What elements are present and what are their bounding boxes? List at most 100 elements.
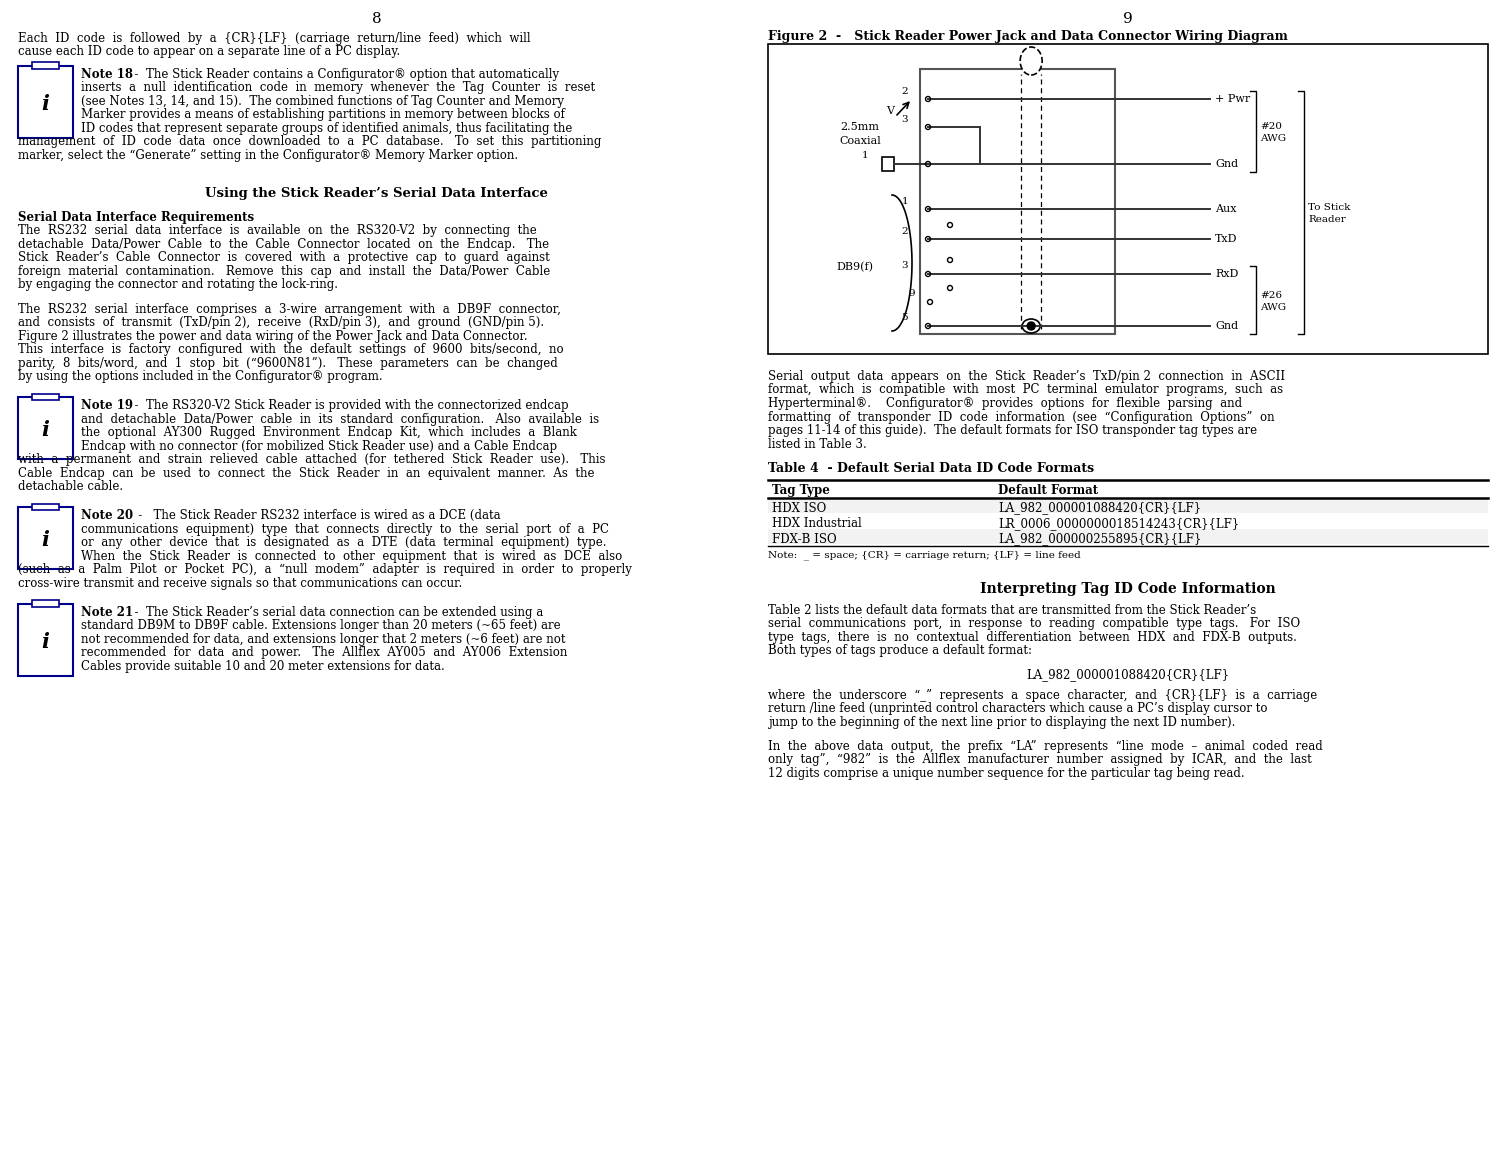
Text: RxD: RxD xyxy=(1214,270,1238,279)
Text: Marker provides a means of establishing partitions in memory between blocks of: Marker provides a means of establishing … xyxy=(81,108,564,121)
Text: Endcap with no connector (for mobilized Stick Reader use) and a Cable Endcap: Endcap with no connector (for mobilized … xyxy=(81,440,557,453)
Text: 1: 1 xyxy=(902,197,908,205)
Text: Tag Type: Tag Type xyxy=(772,484,830,497)
Bar xyxy=(883,157,895,170)
Bar xyxy=(920,69,1115,334)
Bar xyxy=(18,66,74,138)
Ellipse shape xyxy=(1022,319,1040,333)
Text: with  a  permanent  and  strain  relieved  cable  attached  (for  tethered  Stic: with a permanent and strain relieved cab… xyxy=(18,453,605,467)
Text: by engaging the connector and rotating the lock-ring.: by engaging the connector and rotating t… xyxy=(18,279,338,291)
Text: Cable  Endcap  can  be  used  to  connect  the  Stick  Reader  in  an  equivalen: Cable Endcap can be used to connect the … xyxy=(18,467,594,479)
Text: i: i xyxy=(42,420,50,440)
Text: -  The Stick Reader contains a Configurator® option that automatically: - The Stick Reader contains a Configurat… xyxy=(128,68,560,81)
Bar xyxy=(33,394,59,400)
Text: Note 21: Note 21 xyxy=(81,606,134,619)
Text: i: i xyxy=(42,631,50,652)
Text: Each  ID  code  is  followed  by  a  {CR}{LF}  (carriage  return/line  feed)  wh: Each ID code is followed by a {CR}{LF} (… xyxy=(18,32,531,45)
Text: LA_982_000001088420{CR}{LF}: LA_982_000001088420{CR}{LF} xyxy=(998,501,1201,515)
Text: 2.5mm: 2.5mm xyxy=(841,121,880,131)
Text: pages 11-14 of this guide).  The default formats for ISO transponder tag types a: pages 11-14 of this guide). The default … xyxy=(769,424,1258,437)
Text: jump to the beginning of the next line prior to displaying the next ID number).: jump to the beginning of the next line p… xyxy=(769,715,1235,728)
Text: 5: 5 xyxy=(902,313,908,323)
Text: TxD: TxD xyxy=(1214,234,1237,244)
Text: Table 2 lists the default data formats that are transmitted from the Stick Reade: Table 2 lists the default data formats t… xyxy=(769,604,1256,616)
Text: and  consists  of  transmit  (TxD/pin 2),  receive  (RxD/pin 3),  and  ground  (: and consists of transmit (TxD/pin 2), re… xyxy=(18,316,545,329)
Text: Note:  _ = space; {CR} = carriage return; {LF} = line feed: Note: _ = space; {CR} = carriage return;… xyxy=(769,551,1081,560)
Text: cause each ID code to appear on a separate line of a PC display.: cause each ID code to appear on a separa… xyxy=(18,45,401,59)
Text: (see Notes 13, 14, and 15).  The combined functions of Tag Counter and Memory: (see Notes 13, 14, and 15). The combined… xyxy=(81,94,564,108)
Text: serial  communications  port,  in  response  to  reading  compatible  type  tags: serial communications port, in response … xyxy=(769,617,1300,630)
Text: -   The Stick Reader RS232 interface is wired as a DCE (data: - The Stick Reader RS232 interface is wi… xyxy=(128,509,501,522)
Text: V: V xyxy=(886,106,895,116)
Text: AWG: AWG xyxy=(1259,134,1286,143)
Text: Both types of tags produce a default format:: Both types of tags produce a default for… xyxy=(769,644,1033,657)
Text: LA_982_000000255895{CR}{LF}: LA_982_000000255895{CR}{LF} xyxy=(998,532,1201,546)
Text: HDX ISO: HDX ISO xyxy=(772,501,826,515)
Text: 3: 3 xyxy=(902,262,908,271)
Text: Figure 2 illustrates the power and data wiring of the Power Jack and Data Connec: Figure 2 illustrates the power and data … xyxy=(18,329,528,342)
Text: Gnd: Gnd xyxy=(1214,321,1238,331)
Text: and  detachable  Data/Power  cable  in  its  standard  configuration.   Also  av: and detachable Data/Power cable in its s… xyxy=(81,412,599,425)
Text: i: i xyxy=(42,93,50,114)
Text: ID codes that represent separate groups of identified animals, thus facilitating: ID codes that represent separate groups … xyxy=(81,122,572,135)
Text: foreign  material  contamination.   Remove  this  cap  and  install  the  Data/P: foreign material contamination. Remove t… xyxy=(18,265,551,278)
Text: Gnd: Gnd xyxy=(1214,159,1238,169)
Text: Stick  Reader’s  Cable  Connector  is  covered  with  a  protective  cap  to  gu: Stick Reader’s Cable Connector is covere… xyxy=(18,251,549,264)
Text: Note 19: Note 19 xyxy=(81,399,134,412)
Text: marker, select the “Generate” setting in the Configurator® Memory Marker option.: marker, select the “Generate” setting in… xyxy=(18,149,518,161)
Text: recommended  for  data  and  power.   The  Allflex  AY005  and  AY006  Extension: recommended for data and power. The Allf… xyxy=(81,646,567,659)
Text: Note 20: Note 20 xyxy=(81,509,134,522)
Text: #20: #20 xyxy=(1259,122,1282,131)
Text: + Pwr: + Pwr xyxy=(1214,94,1250,104)
Text: FDX-B ISO: FDX-B ISO xyxy=(772,532,836,546)
Text: standard DB9M to DB9F cable. Extensions longer than 20 meters (~65 feet) are: standard DB9M to DB9F cable. Extensions … xyxy=(81,619,561,632)
Text: Hyperterminal®.    Configurator®  provides  options  for  flexible  parsing  and: Hyperterminal®. Configurator® provides o… xyxy=(769,397,1243,410)
Text: not recommended for data, and extensions longer that 2 meters (~6 feet) are not: not recommended for data, and extensions… xyxy=(81,632,566,645)
Bar xyxy=(769,529,1487,544)
Text: 12 digits comprise a unique number sequence for the particular tag being read.: 12 digits comprise a unique number seque… xyxy=(769,767,1244,780)
Text: or  any  other  device  that  is  designated  as  a  DTE  (data  terminal  equip: or any other device that is designated a… xyxy=(81,536,606,550)
Text: Note 18: Note 18 xyxy=(81,68,134,81)
Text: listed in Table 3.: listed in Table 3. xyxy=(769,438,866,450)
Text: Reader: Reader xyxy=(1307,215,1346,223)
Bar xyxy=(769,44,1487,354)
Text: AWG: AWG xyxy=(1259,303,1286,311)
Text: management  of  ID  code  data  once  downloaded  to  a  PC  database.   To  set: management of ID code data once download… xyxy=(18,135,602,149)
Text: Serial  output  data  appears  on  the  Stick  Reader’s  TxD/pin 2  connection  : Serial output data appears on the Stick … xyxy=(769,370,1285,382)
Text: cross-wire transmit and receive signals so that communications can occur.: cross-wire transmit and receive signals … xyxy=(18,577,462,590)
Text: only  tag”,  “982”  is  the  Allflex  manufacturer  number  assigned  by  ICAR, : only tag”, “982” is the Allflex manufact… xyxy=(769,753,1312,766)
Bar xyxy=(33,505,59,510)
Text: by using the options included in the Configurator® program.: by using the options included in the Con… xyxy=(18,370,383,384)
Text: where  the  underscore  “_”  represents  a  space  character,  and  {CR}{LF}  is: where the underscore “_” represents a sp… xyxy=(769,689,1318,702)
Text: In  the  above  data  output,  the  prefix  “LA”  represents  “line  mode  –  an: In the above data output, the prefix “LA… xyxy=(769,740,1322,753)
Text: #26: #26 xyxy=(1259,290,1282,300)
Text: formatting  of  transponder  ID  code  information  (see  “Configuration  Option: formatting of transponder ID code inform… xyxy=(769,410,1274,424)
Text: format,  which  is  compatible  with  most  PC  terminal  emulator  programs,  s: format, which is compatible with most PC… xyxy=(769,384,1283,396)
Text: Interpreting Tag ID Code Information: Interpreting Tag ID Code Information xyxy=(980,582,1276,596)
Text: Cables provide suitable 10 and 20 meter extensions for data.: Cables provide suitable 10 and 20 meter … xyxy=(81,660,444,673)
Text: parity,  8  bits/word,  and  1  stop  bit  (“9600N81”).   These  parameters  can: parity, 8 bits/word, and 1 stop bit (“96… xyxy=(18,357,558,370)
Text: i: i xyxy=(42,530,50,551)
Text: communications  equipment)  type  that  connects  directly  to  the  serial  por: communications equipment) type that conn… xyxy=(81,523,609,536)
Text: return /line feed (unprinted control characters which cause a PC’s display curso: return /line feed (unprinted control cha… xyxy=(769,702,1267,715)
Text: The  RS232  serial  interface  comprises  a  3-wire  arrangement  with  a  DB9F : The RS232 serial interface comprises a 3… xyxy=(18,303,561,316)
Text: 8: 8 xyxy=(372,12,381,26)
Bar xyxy=(18,507,74,569)
Text: Default Format: Default Format xyxy=(998,484,1099,497)
Text: Figure 2  -   Stick Reader Power Jack and Data Connector Wiring Diagram: Figure 2 - Stick Reader Power Jack and D… xyxy=(769,30,1288,43)
Text: 9: 9 xyxy=(908,289,916,298)
Text: -  The RS320-V2 Stick Reader is provided with the connectorized endcap: - The RS320-V2 Stick Reader is provided … xyxy=(128,399,569,412)
Text: This  interface  is  factory  configured  with  the  default  settings  of  9600: This interface is factory configured wit… xyxy=(18,343,563,356)
Text: 3: 3 xyxy=(902,114,908,123)
Text: detachable cable.: detachable cable. xyxy=(18,480,123,493)
Text: Table 4  - Default Serial Data ID Code Formats: Table 4 - Default Serial Data ID Code Fo… xyxy=(769,462,1094,475)
Text: Serial Data Interface Requirements: Serial Data Interface Requirements xyxy=(18,211,254,223)
Text: 1: 1 xyxy=(862,152,868,160)
Text: LR_0006_0000000018514243{CR}{LF}: LR_0006_0000000018514243{CR}{LF} xyxy=(998,517,1240,530)
Bar xyxy=(18,604,74,676)
Text: When  the  Stick  Reader  is  connected  to  other  equipment  that  is  wired  : When the Stick Reader is connected to ot… xyxy=(81,550,623,562)
Text: 9: 9 xyxy=(1123,12,1133,26)
Text: 2: 2 xyxy=(902,227,908,235)
Text: the  optional  AY300  Rugged  Environment  Endcap  Kit,  which  includes  a  Bla: the optional AY300 Rugged Environment En… xyxy=(81,426,576,439)
Text: The  RS232  serial  data  interface  is  available  on  the  RS320-V2  by  conne: The RS232 serial data interface is avail… xyxy=(18,225,537,237)
